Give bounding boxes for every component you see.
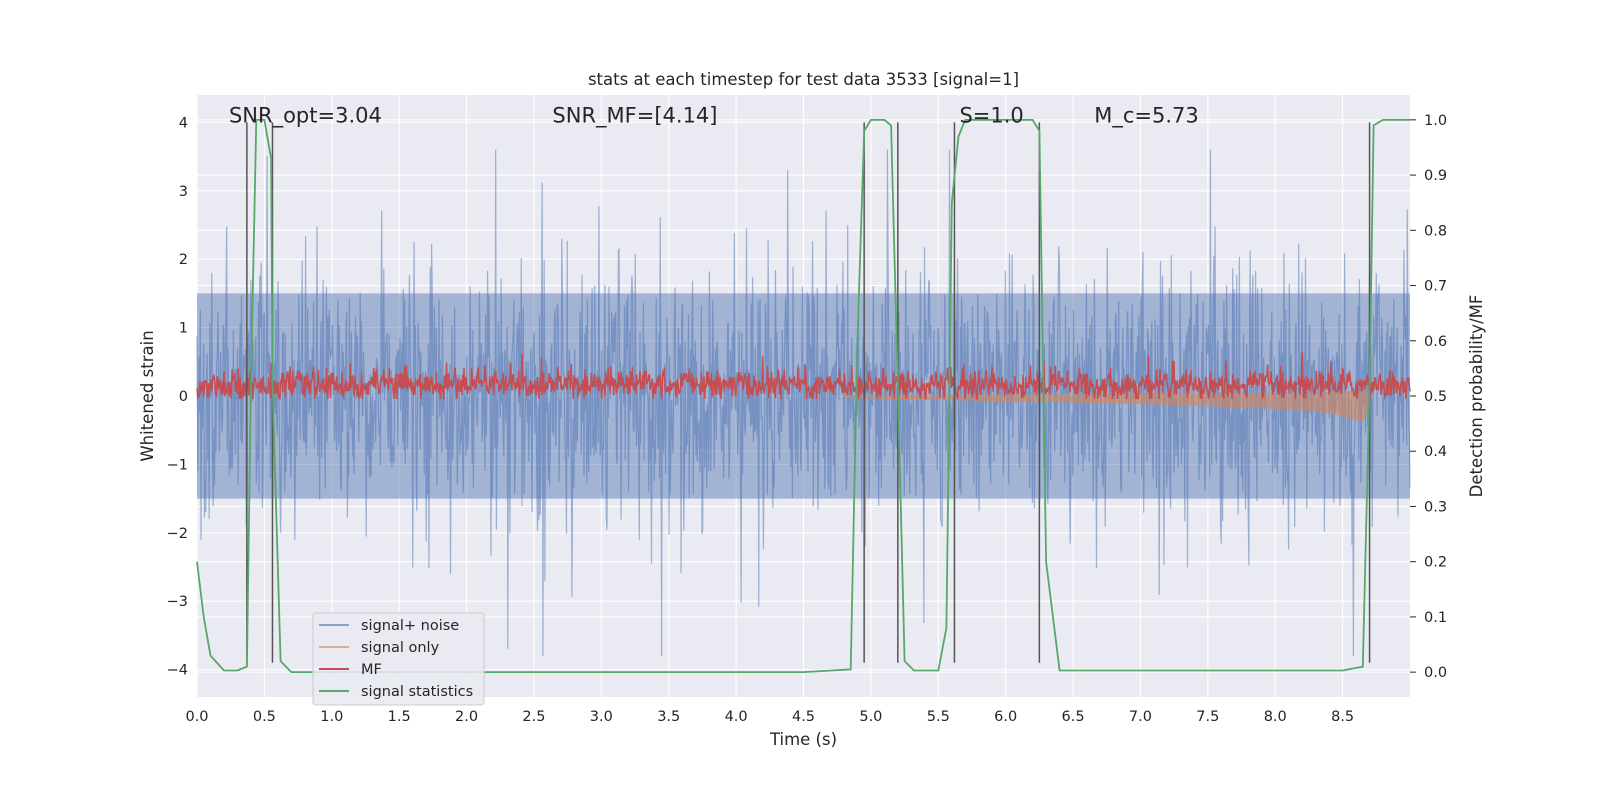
x-tick-label: 7.5 [1196,709,1219,725]
x-tick-label: 5.5 [927,709,950,725]
y-left-tick-label: −4 [167,663,188,679]
y-right-tick-label: 0.6 [1424,334,1447,350]
y-right-tick-label: 0.5 [1424,389,1447,405]
line-signal-statistics [196,119,1410,673]
x-tick-label: 3.5 [657,709,680,725]
y-left-tick-label: 1 [179,321,188,337]
y-right-tick-label: 0.9 [1424,168,1447,184]
y-right-tick-label: 0.2 [1424,555,1447,571]
x-tick-label: 1.0 [320,709,343,725]
annotation-text: SNR_MF=[4.14] [552,103,717,128]
y-left-tick-label: −3 [167,594,188,610]
x-tick-label: 0.5 [253,709,276,725]
x-tick-label: 1.5 [388,709,411,725]
legend-label: signal+ noise [361,618,459,634]
annotation-text: M_c=5.73 [1094,103,1199,128]
y-right-tick-label: 0.1 [1424,610,1447,626]
y-left-tick-label: −2 [167,526,188,542]
x-tick-label: 5.0 [859,709,882,725]
x-tick-label: 4.0 [725,709,748,725]
line-signal-noise [196,149,1411,657]
line-mf [196,351,1411,400]
y-right-tick-label: 0.3 [1424,499,1447,515]
y-left-tick-label: 4 [179,115,188,131]
y-axis-right-label: Detection probability/MF [1467,295,1486,498]
x-axis-label: Time (s) [769,730,837,749]
legend: signal+ noise signal only MF signal statist… [312,612,485,706]
x-tick-label: 8.5 [1331,709,1354,725]
chart-title: stats at each timestep for test data 353… [588,70,1019,89]
x-tick-label: 8.0 [1264,709,1287,725]
y-right-tick-label: 1.0 [1424,113,1447,129]
legend-label: signal statistics [361,684,473,700]
legend-label: MF [361,662,382,678]
x-tick-label: 4.5 [792,709,815,725]
x-tick-label: 0.0 [185,709,208,725]
y-left-tick-label: 3 [179,184,188,200]
annotations: SNR_opt=3.04 SNR_MF=[4.14] S=1.0 M_c=5.73 [229,103,1199,128]
x-tick-label: 2.0 [455,709,478,725]
x-tick-label: 6.0 [994,709,1017,725]
y-right-tick-label: 0.4 [1424,444,1447,460]
series-mf [196,351,1411,400]
y-right-tick-label: 0.0 [1424,665,1447,681]
legend-box [312,612,485,706]
legend-label: signal only [361,640,440,656]
axis-ticks: 0.0 0.5 1.0 1.5 2.0 2.5 3.0 3.5 4.0 4.5 5.0 5.5 6.0 6… [167,113,1447,725]
annotation-text: S=1.0 [959,103,1023,127]
annotation-text: SNR_opt=3.04 [229,103,382,128]
y-right-tick-label: 0.8 [1424,223,1447,239]
y-right-tick-label: 0.7 [1424,279,1447,295]
x-tick-label: 6.5 [1062,709,1085,725]
x-tick-label: 3.0 [590,709,613,725]
y-axis-left-label: Whitened strain [138,330,157,461]
y-left-tick-label: 2 [179,252,188,268]
x-tick-label: 2.5 [522,709,545,725]
series-signal-statistics [196,119,1410,673]
x-tick-label: 7.0 [1129,709,1152,725]
y-left-tick-label: 0 [179,389,188,405]
y-left-tick-label: −1 [167,457,188,473]
